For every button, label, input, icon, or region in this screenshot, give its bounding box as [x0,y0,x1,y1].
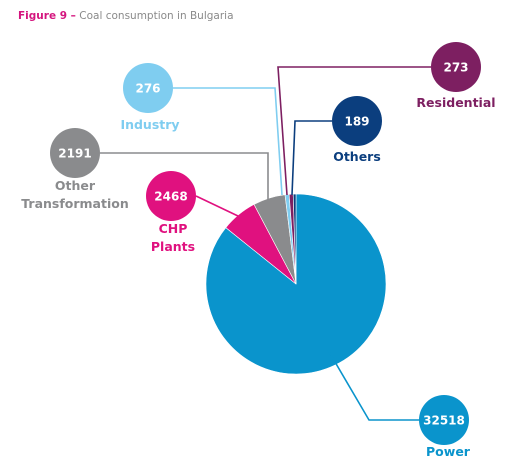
leader-lines [100,66,431,421]
value-bubble-others [332,96,382,146]
value-label-other-transformation: 2191 [58,147,91,161]
leader-line-other-transformation [100,152,269,200]
value-bubble-other-transformation [50,128,100,178]
category-label-power: Power [426,444,471,459]
value-label-others: 189 [344,115,369,129]
category-label-others: Others [333,149,381,164]
pie-labels: 32518 Power 2468 CHP Plants 2191 Other Transfor… [21,42,496,459]
leader-line-power [327,349,426,421]
category-label-residential: Residential [416,95,495,110]
category-label-chp-plants-1: CHP [159,221,188,236]
category-label-industry: Industry [120,117,179,132]
value-label-industry: 276 [135,82,160,96]
value-bubble-residential [431,42,481,92]
value-label-residential: 273 [443,61,468,75]
figure-title: Coal consumption in Bulgaria [79,10,234,22]
category-label-chp-plants-2: Plants [151,239,195,254]
leader-line-industry [173,87,283,196]
leader-line-others [291,120,332,196]
leader-line-residential [277,66,431,196]
category-label-other-transformation-1: Other [55,178,96,193]
leader-line-chp-plants [195,195,239,217]
figure-number: Figure 9 – [18,10,76,22]
pie-slices [205,193,387,375]
value-bubble-industry [123,63,173,113]
value-label-power: 32518 [423,414,465,428]
value-label-chp-plants: 2468 [154,190,187,204]
value-bubble-power [419,395,469,445]
figure-caption: Figure 9 – Coal consumption in Bulgaria [18,10,234,22]
pie-slice-others [292,193,297,285]
category-label-other-transformation-2: Transformation [21,196,129,211]
value-bubble-chp-plants [146,171,196,221]
